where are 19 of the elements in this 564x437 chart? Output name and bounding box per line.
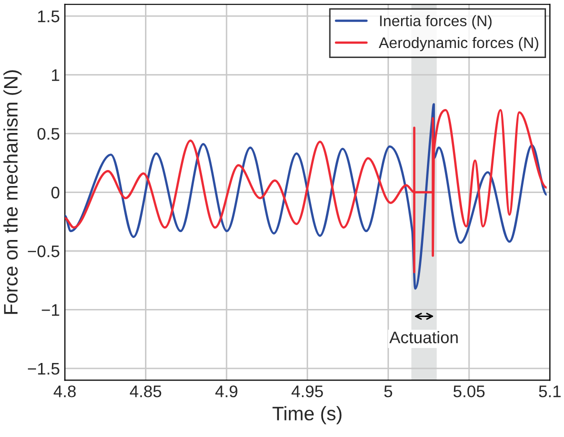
y-tick-label: −1 [42,304,60,316]
x-tick-label: 4.95 [292,385,323,398]
band-label: Actuation [389,331,458,344]
x-tick-label: 4.9 [215,385,238,398]
legend-label: Inertia forces (N) [380,15,492,30]
y-tick-label: −0.5 [28,245,60,258]
y-tick-label: 0.5 [37,128,60,140]
x-tick-label: 5.1 [538,386,561,398]
y-tick-label: 1 [52,69,60,81]
y-tick-label: 0 [51,186,60,198]
legend-label: Aerodynamic forces (N) [378,36,538,52]
x-tick-label: 4.8 [54,385,76,398]
y-tick-label: −1.5 [28,363,60,375]
x-axis-title: Time (s) [272,406,342,424]
x-tick-label: 4.85 [130,385,162,398]
x-tick-label: 5.05 [454,385,485,398]
y-axis-title: Force on the mechanism (N) [3,70,22,314]
x-tick-label: 5 [384,386,392,398]
y-tick-label: 1.5 [38,10,60,22]
